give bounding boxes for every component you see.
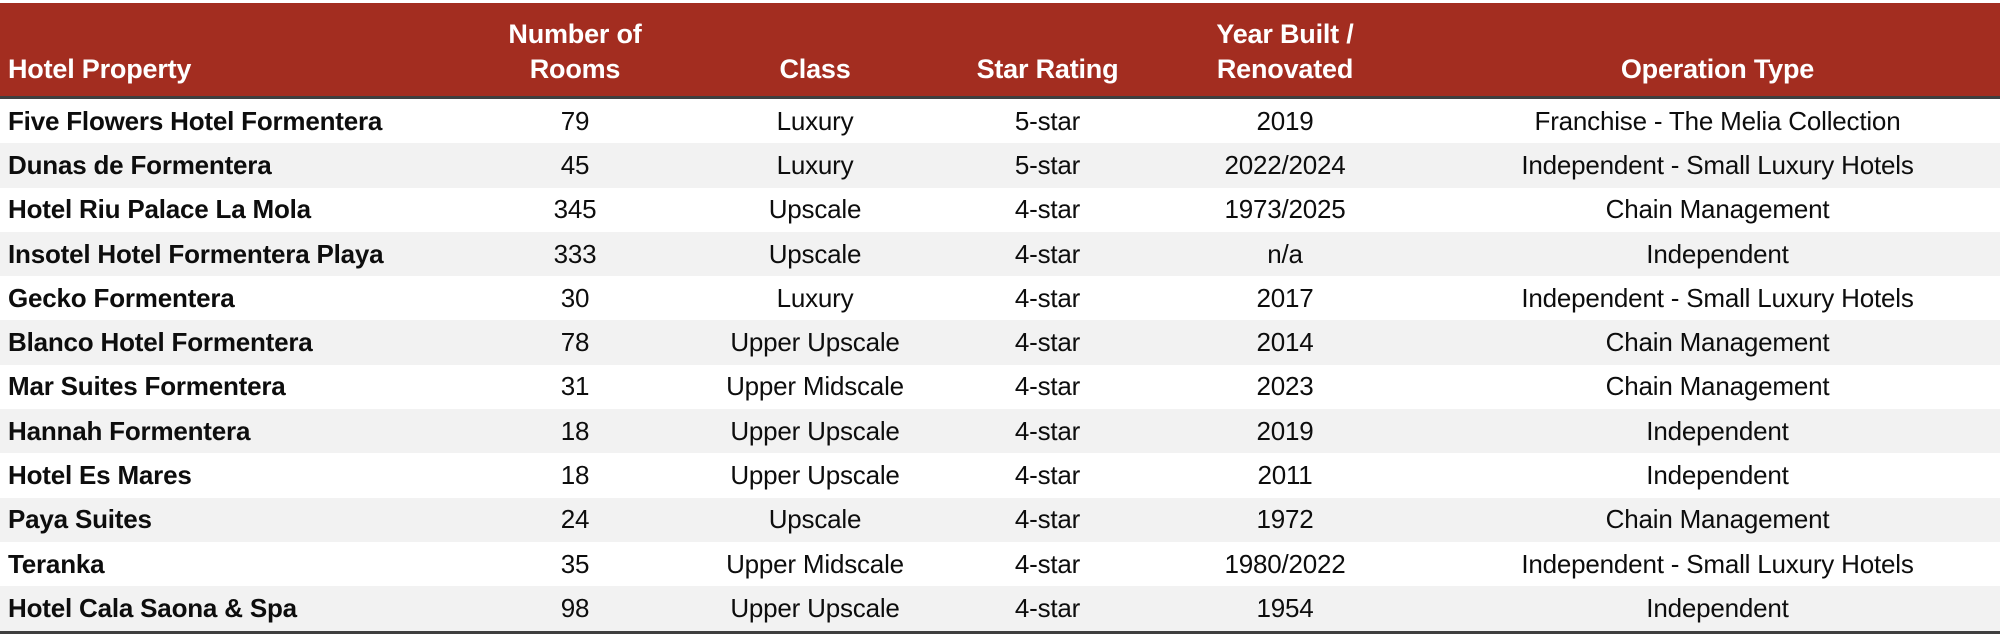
cell-property: Hannah Formentera — [8, 415, 251, 446]
cell-operation-type: Chain Management — [1605, 194, 1830, 225]
column-header-number-of-rooms: Number of Rooms — [480, 3, 670, 99]
cell-property: Blanco Hotel Formentera — [8, 327, 313, 358]
cell-star-rating: 4-star — [1014, 460, 1081, 491]
cell-year-built-renovated: n/a — [1267, 238, 1303, 269]
cell-rooms: 45 — [560, 149, 590, 180]
cell-operation-type: Chain Management — [1605, 504, 1830, 535]
cell-star-rating: 4-star — [1014, 194, 1081, 225]
cell-property: Hotel Riu Palace La Mola — [8, 194, 311, 225]
table-body: Five Flowers Hotel Formentera 79 Luxury 5-s… — [0, 98, 2000, 633]
cell-star-rating: 4-star — [1014, 592, 1081, 623]
cell-rooms: 30 — [560, 282, 590, 313]
cell-star-rating: 5-star — [1014, 105, 1081, 136]
cell-star-rating: 4-star — [1014, 327, 1081, 358]
cell-star-rating: 4-star — [1014, 371, 1081, 402]
cell-class: Upper Upscale — [730, 327, 900, 358]
cell-property: Dunas de Formentera — [8, 149, 272, 180]
cell-operation-type: Independent - Small Luxury Hotels — [1521, 282, 1914, 313]
cell-year-built-renovated: 2014 — [1256, 327, 1314, 358]
cell-class: Upscale — [768, 238, 862, 269]
cell-year-built-renovated: 1973/2025 — [1224, 194, 1346, 225]
table-row: Mar Suites Formentera 31 Upper Midscale 4-s… — [0, 365, 2000, 409]
table-row: Five Flowers Hotel Formentera 79 Luxury 5-s… — [0, 98, 2000, 144]
cell-class: Luxury — [776, 105, 854, 136]
cell-rooms: 78 — [560, 327, 590, 358]
cell-star-rating: 4-star — [1014, 548, 1081, 579]
cell-year-built-renovated: 2022/2024 — [1224, 149, 1346, 180]
cell-class: Upper Upscale — [730, 592, 900, 623]
cell-class: Upper Upscale — [730, 460, 900, 491]
table-row: Dunas de Formentera 45 Luxury 5-star 2022/20… — [0, 143, 2000, 188]
cell-star-rating: 4-star — [1014, 282, 1081, 313]
cell-operation-type: Independent — [1646, 415, 1789, 446]
cell-class: Upscale — [768, 194, 862, 225]
header-row: Hotel Property Number of Rooms Class Sta… — [0, 3, 2000, 99]
cell-year-built-renovated: 1972 — [1256, 504, 1314, 535]
cell-operation-type: Chain Management — [1605, 371, 1830, 402]
column-header-hotel-property: Hotel Property — [0, 3, 480, 99]
cell-year-built-renovated: 2019 — [1256, 415, 1314, 446]
cell-year-built-renovated: 2011 — [1257, 460, 1313, 491]
cell-star-rating: 5-star — [1014, 149, 1081, 180]
table-row: Hotel Cala Saona & Spa 98 Upper Upscale 4-s… — [0, 586, 2000, 633]
cell-property: Teranka — [8, 548, 105, 579]
cell-property: Insotel Hotel Formentera Playa — [8, 238, 384, 269]
cell-year-built-renovated: 2017 — [1256, 282, 1314, 313]
cell-rooms: 31 — [560, 371, 590, 402]
column-header-star-rating: Star Rating — [960, 3, 1135, 99]
cell-year-built-renovated: 2023 — [1256, 371, 1314, 402]
cell-rooms: 18 — [560, 415, 590, 446]
cell-rooms: 24 — [560, 504, 590, 535]
column-header-year-built-renovated: Year Built / Renovated — [1135, 3, 1435, 99]
cell-star-rating: 4-star — [1014, 415, 1081, 446]
cell-property: Five Flowers Hotel Formentera — [8, 105, 383, 136]
cell-rooms: 35 — [560, 548, 590, 579]
cell-property: Hotel Es Mares — [8, 460, 192, 491]
cell-operation-type: Franchise - The Melia Collection — [1534, 105, 1901, 136]
table-row: Insotel Hotel Formentera Playa 333 Upscale… — [0, 231, 2000, 277]
table-row: Hotel Es Mares 18 Upper Upscale 4-star 2011 I… — [0, 453, 2000, 497]
cell-property: Paya Suites — [8, 504, 152, 535]
column-header-operation-type: Operation Type — [1435, 3, 2000, 99]
cell-class: Luxury — [776, 282, 854, 313]
cell-rooms: 98 — [560, 592, 590, 623]
cell-year-built-renovated: 2019 — [1256, 105, 1314, 136]
table-header: Hotel Property Number of Rooms Class Sta… — [0, 3, 2000, 99]
table-row: Teranka 35 Upper Midscale 4-star 1980/2022 In… — [0, 542, 2000, 586]
cell-rooms: 79 — [560, 105, 590, 136]
cell-class: Luxury — [776, 149, 854, 180]
table-row: Blanco Hotel Formentera 78 Upper Upscale 4-… — [0, 320, 2000, 365]
cell-property: Mar Suites Formentera — [8, 371, 286, 402]
cell-star-rating: 4-star — [1014, 504, 1081, 535]
cell-property: Hotel Cala Saona & Spa — [8, 592, 297, 623]
cell-operation-type: Independent — [1646, 238, 1789, 269]
column-header-class: Class — [670, 3, 960, 99]
cell-star-rating: 4-star — [1014, 238, 1081, 269]
cell-class: Upper Midscale — [726, 548, 904, 579]
table-row: Hotel Riu Palace La Mola 345 Upscale 4-star… — [0, 188, 2000, 232]
cell-year-built-renovated: 1954 — [1256, 592, 1314, 623]
cell-operation-type: Independent - Small Luxury Hotels — [1521, 149, 1914, 180]
table-row: Paya Suites 24 Upscale 4-star 1972 Chain Mana… — [0, 497, 2000, 542]
cell-operation-type: Independent — [1646, 592, 1789, 623]
cell-class: Upscale — [768, 504, 862, 535]
cell-property: Gecko Formentera — [8, 282, 235, 313]
cell-class: Upper Upscale — [730, 415, 900, 446]
cell-class: Upper Midscale — [726, 371, 904, 402]
cell-operation-type: Independent — [1646, 460, 1789, 491]
hotel-property-table: Hotel Property Number of Rooms Class Sta… — [0, 3, 2000, 634]
table-row: Gecko Formentera 30 Luxury 4-star 2017 Indepe… — [0, 276, 2000, 320]
cell-rooms: 333 — [553, 238, 597, 269]
cell-rooms: 18 — [560, 460, 590, 491]
cell-operation-type: Independent - Small Luxury Hotels — [1521, 548, 1914, 579]
cell-operation-type: Chain Management — [1605, 327, 1830, 358]
table-row: Hannah Formentera 18 Upper Upscale 4-star 20… — [0, 409, 2000, 454]
cell-rooms: 345 — [553, 194, 597, 225]
cell-year-built-renovated: 1980/2022 — [1224, 548, 1346, 579]
